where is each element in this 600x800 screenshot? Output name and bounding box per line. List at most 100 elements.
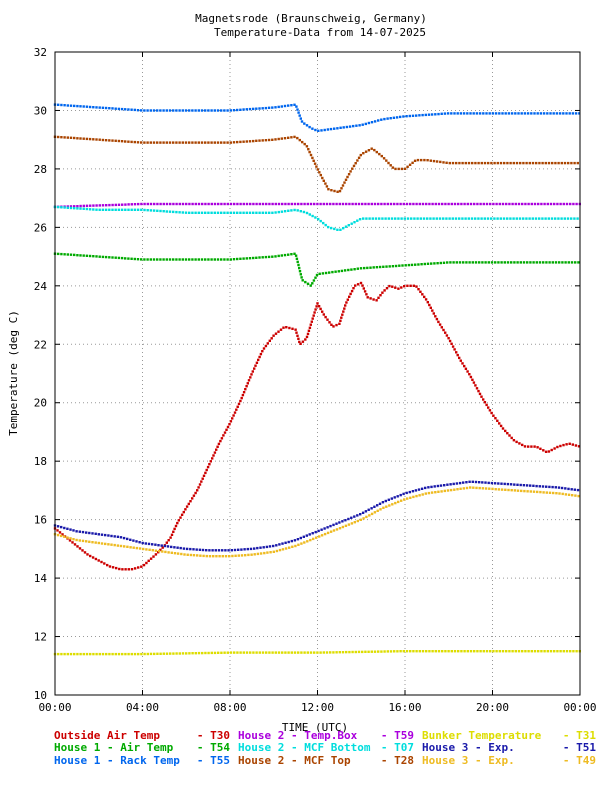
data-point (325, 185, 329, 188)
data-point (244, 554, 247, 557)
data-point (297, 543, 300, 546)
data-point (92, 138, 95, 141)
data-point (290, 202, 293, 206)
data-point (415, 114, 418, 117)
data-point (572, 650, 575, 653)
data-point (343, 307, 346, 310)
data-point (441, 650, 444, 653)
data-point (341, 313, 344, 316)
y-tick-label: 10 (34, 689, 47, 702)
data-point (140, 202, 143, 206)
data-point (444, 202, 447, 206)
data-point (299, 210, 302, 213)
data-point (503, 482, 506, 486)
data-point (220, 202, 223, 206)
data-point (326, 128, 330, 131)
data-point (362, 517, 365, 520)
data-point (513, 261, 516, 264)
data-point (347, 517, 350, 521)
data-point (213, 141, 216, 144)
data-point (265, 202, 268, 206)
data-point (476, 202, 479, 206)
data-point (499, 217, 502, 220)
data-point (149, 209, 153, 212)
data-point (231, 554, 234, 558)
data-point (178, 258, 181, 261)
data-point (72, 529, 75, 532)
data-point (306, 540, 309, 543)
data-point (381, 291, 384, 294)
data-point (459, 487, 462, 490)
series-T51 (53, 480, 580, 552)
data-point (255, 139, 258, 142)
data-point (175, 202, 178, 206)
data-point (538, 261, 542, 264)
legend-label: House 2 - Temp.Box (238, 729, 358, 742)
data-point (308, 533, 311, 536)
data-point (82, 204, 85, 208)
legend-label: House 3 - Exp. (422, 741, 515, 754)
data-point (343, 181, 346, 184)
data-point (329, 530, 333, 533)
data-point (229, 258, 232, 261)
data-point (506, 432, 509, 435)
data-point (178, 202, 181, 206)
data-point (182, 510, 185, 514)
data-point (178, 211, 181, 214)
data-point (450, 202, 453, 206)
data-point (388, 504, 391, 507)
data-point (545, 491, 548, 494)
data-point (197, 211, 200, 214)
data-point (565, 650, 569, 653)
data-point (229, 211, 232, 214)
data-point (569, 202, 572, 206)
data-point (188, 109, 191, 112)
data-point (130, 257, 133, 260)
data-point (338, 527, 342, 530)
data-point (312, 159, 315, 162)
data-point (458, 161, 461, 165)
data-point (63, 136, 66, 139)
data-point (194, 211, 197, 214)
data-point (312, 537, 315, 541)
data-point (338, 202, 341, 206)
data-point (157, 549, 161, 553)
data-point (167, 551, 170, 554)
data-point (572, 202, 575, 206)
data-point (545, 261, 548, 264)
data-point (565, 112, 568, 115)
data-point (335, 522, 338, 525)
data-point (226, 651, 229, 654)
data-point (275, 549, 279, 553)
data-point (414, 489, 418, 492)
data-point (389, 202, 393, 206)
data-point (306, 202, 309, 206)
data-point (271, 255, 274, 258)
data-point (364, 122, 367, 126)
data-point (556, 445, 559, 449)
data-point (271, 211, 274, 214)
data-point (294, 254, 298, 257)
data-point (560, 161, 563, 165)
data-point (317, 529, 320, 533)
data-point (240, 548, 243, 551)
data-point (551, 261, 554, 264)
data-point (233, 202, 236, 206)
data-point (243, 548, 246, 551)
data-point (576, 217, 579, 220)
data-point (250, 553, 253, 556)
data-point (277, 105, 280, 109)
data-point (415, 202, 418, 206)
data-point (340, 269, 344, 273)
data-point (309, 538, 312, 542)
data-point (126, 545, 129, 548)
data-point (161, 546, 164, 549)
data-point (498, 112, 501, 115)
data-point (281, 651, 284, 654)
data-point (60, 252, 63, 256)
data-point (502, 217, 506, 220)
data-point (247, 379, 251, 382)
data-point (229, 141, 232, 144)
data-point (379, 508, 382, 511)
data-point (316, 202, 319, 206)
